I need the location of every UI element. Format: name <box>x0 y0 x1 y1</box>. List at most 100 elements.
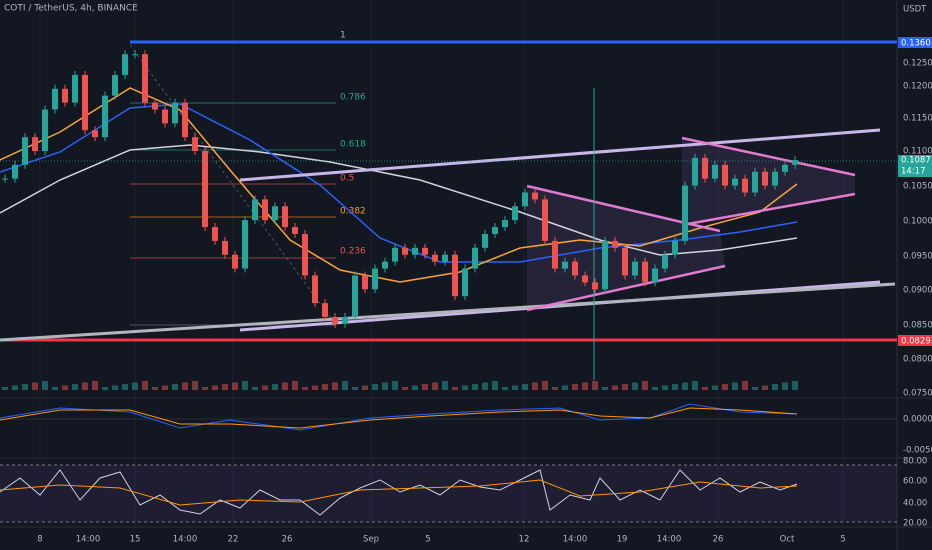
volume-bar <box>472 384 478 390</box>
candle <box>522 192 528 207</box>
volume-bar <box>132 382 138 390</box>
time-tick: 14:00 <box>657 535 682 545</box>
candle <box>402 247 408 255</box>
volume-bar <box>732 382 738 390</box>
candle <box>422 247 428 255</box>
macd-tick: -0.0050 <box>903 446 932 456</box>
price-tick: 0.1150 <box>903 114 932 124</box>
price-tick: 0.0800 <box>903 355 932 365</box>
fib-label: 0.382 <box>340 207 366 217</box>
volume-bar <box>202 387 208 390</box>
candle <box>32 137 38 151</box>
candle <box>722 164 728 186</box>
volume-bar <box>412 385 418 390</box>
candle <box>792 159 798 165</box>
candle <box>42 109 48 151</box>
volume-bar <box>322 384 328 390</box>
channel-top <box>239 128 881 182</box>
candle <box>212 227 218 241</box>
time-tick: 26 <box>713 535 724 545</box>
volume-bar <box>142 381 148 390</box>
volume-bar <box>612 385 618 390</box>
volume-bar <box>722 384 728 390</box>
volume-bar <box>92 381 98 390</box>
price-badge <box>898 37 932 48</box>
price-tick: 0.1100 <box>903 147 932 157</box>
volume-bar <box>502 387 508 390</box>
candle <box>602 240 608 290</box>
triangle-line <box>681 136 856 177</box>
volume-bar <box>272 384 278 390</box>
fib-label: 0.618 <box>340 140 366 150</box>
price-badge-text: 0.0829 <box>901 337 931 347</box>
price-tick: 0.0850 <box>903 321 932 331</box>
volume-bar <box>112 385 118 390</box>
candle <box>642 261 648 283</box>
volume-bar <box>452 387 458 390</box>
volume-bar <box>482 382 488 390</box>
rsi-tick: 40.00 <box>903 499 927 509</box>
time-tick: Sep <box>363 535 379 545</box>
price-tick: 0.0750 <box>903 389 932 399</box>
candle <box>2 178 8 180</box>
volume-bar <box>432 382 438 390</box>
volume-bar <box>192 381 198 390</box>
rsi-tick: 20.00 <box>903 519 927 529</box>
candle <box>132 54 138 56</box>
macd-line <box>0 403 798 431</box>
candle <box>242 220 248 269</box>
candle <box>582 275 588 283</box>
volume-bar <box>232 382 238 390</box>
time-tick: 8 <box>37 535 42 545</box>
candle <box>512 206 518 221</box>
volume-bar <box>582 382 588 390</box>
price-badge-text: 0.1087 <box>901 156 931 166</box>
candle <box>632 261 638 276</box>
price-tick: 0.0900 <box>903 286 932 296</box>
candle <box>172 102 178 124</box>
volume-bar <box>252 387 258 390</box>
candle <box>62 88 68 103</box>
price-tick: 0.1000 <box>903 217 932 227</box>
volume-bar <box>522 384 528 390</box>
candle <box>742 178 748 193</box>
volume-bar <box>372 384 378 390</box>
volume-bar <box>792 381 798 390</box>
currency: USDT <box>903 5 927 15</box>
volume-bar <box>462 385 468 390</box>
candle <box>572 261 578 276</box>
volume-bar <box>592 381 598 390</box>
candle <box>472 247 478 269</box>
candle <box>232 254 238 269</box>
candle <box>692 157 698 186</box>
volume-bar <box>562 385 568 390</box>
volume-bar <box>442 381 448 390</box>
price-tick: 0.1200 <box>903 82 932 92</box>
candle <box>352 275 358 317</box>
candle <box>652 268 658 283</box>
price-tick: 0.1050 <box>903 182 932 192</box>
candle <box>12 164 18 179</box>
volume-bar <box>422 384 428 390</box>
volume-bar <box>512 385 518 390</box>
candle <box>142 54 148 103</box>
volume-bar <box>542 381 548 390</box>
volume-bar <box>62 385 68 390</box>
candle <box>372 268 378 290</box>
candle <box>362 275 368 290</box>
macd-tick: 0.0000 <box>903 415 932 425</box>
rsi-band <box>0 465 897 522</box>
candle <box>542 199 548 241</box>
volume-bar <box>692 381 698 390</box>
volume-bar <box>352 387 358 390</box>
time-tick: 14:00 <box>76 535 101 545</box>
triangle-zone <box>682 138 855 225</box>
candle <box>702 157 708 179</box>
candle <box>72 74 78 103</box>
candle <box>152 102 158 110</box>
candle <box>502 220 508 228</box>
candle <box>252 199 258 221</box>
time-tick: 26 <box>282 535 293 545</box>
price-badge-text: 0.1360 <box>901 39 931 49</box>
candle <box>92 130 98 138</box>
